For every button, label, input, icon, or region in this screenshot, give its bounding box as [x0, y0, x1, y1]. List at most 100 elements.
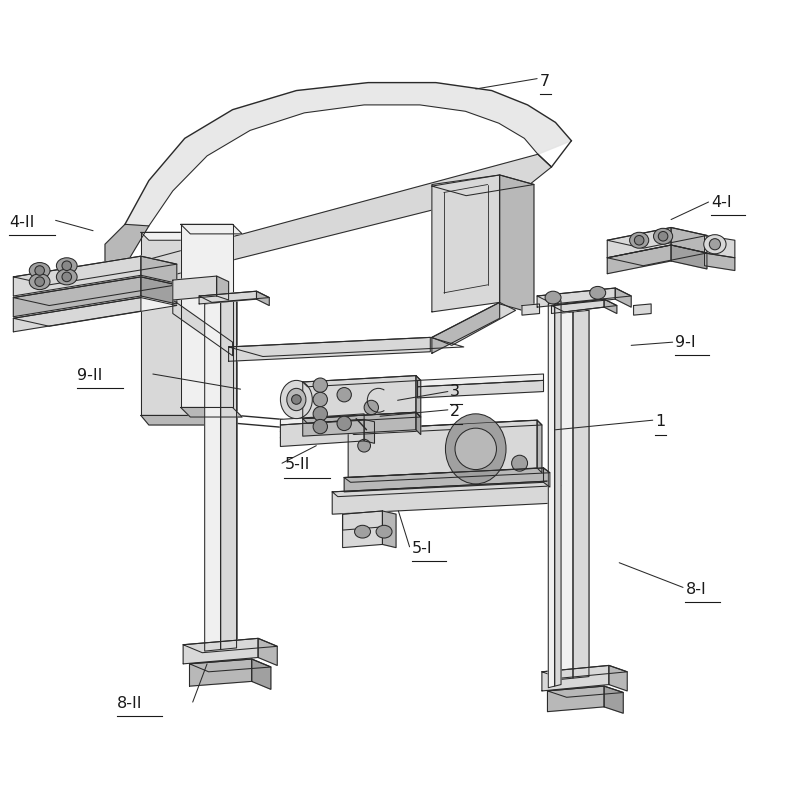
Polygon shape — [609, 666, 627, 691]
Polygon shape — [543, 468, 550, 487]
Polygon shape — [615, 288, 631, 307]
Circle shape — [62, 272, 71, 282]
Polygon shape — [342, 511, 382, 530]
Polygon shape — [173, 300, 233, 356]
Polygon shape — [557, 312, 573, 680]
Polygon shape — [382, 511, 396, 547]
Polygon shape — [14, 277, 177, 305]
Text: 4-I: 4-I — [711, 194, 731, 209]
Polygon shape — [302, 376, 416, 419]
Circle shape — [364, 400, 378, 415]
Polygon shape — [14, 256, 141, 296]
Polygon shape — [302, 376, 421, 387]
Text: 3: 3 — [450, 384, 460, 399]
Circle shape — [291, 395, 301, 404]
Circle shape — [313, 378, 327, 392]
Polygon shape — [537, 420, 542, 473]
Polygon shape — [607, 245, 707, 266]
Polygon shape — [607, 228, 671, 258]
Circle shape — [455, 428, 497, 470]
Polygon shape — [141, 233, 225, 240]
Polygon shape — [190, 659, 252, 686]
Polygon shape — [634, 304, 651, 315]
Ellipse shape — [704, 235, 726, 254]
Polygon shape — [364, 419, 374, 443]
Polygon shape — [332, 481, 561, 497]
Polygon shape — [537, 288, 615, 307]
Polygon shape — [332, 481, 555, 514]
Ellipse shape — [376, 525, 392, 538]
Circle shape — [337, 388, 351, 402]
Text: 9-I: 9-I — [675, 335, 696, 350]
Polygon shape — [14, 256, 177, 285]
Circle shape — [313, 392, 327, 407]
Polygon shape — [573, 310, 589, 678]
Ellipse shape — [590, 286, 606, 299]
Polygon shape — [547, 686, 623, 698]
Polygon shape — [141, 233, 217, 415]
Circle shape — [313, 407, 327, 421]
Polygon shape — [183, 638, 278, 653]
Text: 2: 2 — [450, 404, 460, 419]
Polygon shape — [229, 337, 464, 356]
Text: 1: 1 — [655, 415, 666, 429]
Polygon shape — [342, 511, 382, 547]
Polygon shape — [671, 228, 707, 253]
Polygon shape — [181, 407, 242, 417]
Polygon shape — [14, 297, 177, 326]
Polygon shape — [302, 412, 421, 423]
Circle shape — [313, 419, 327, 434]
Circle shape — [658, 232, 668, 241]
Text: 7: 7 — [539, 74, 550, 89]
Text: 9-II: 9-II — [77, 368, 102, 383]
Polygon shape — [252, 659, 271, 690]
Ellipse shape — [545, 291, 561, 304]
Polygon shape — [604, 686, 623, 714]
Circle shape — [358, 439, 370, 452]
Polygon shape — [418, 374, 543, 387]
Polygon shape — [604, 299, 617, 313]
Polygon shape — [348, 420, 537, 478]
Polygon shape — [14, 297, 141, 332]
Polygon shape — [173, 276, 217, 300]
Polygon shape — [217, 276, 229, 300]
Circle shape — [512, 455, 527, 471]
Polygon shape — [551, 299, 604, 313]
Text: 8-I: 8-I — [686, 582, 706, 597]
Polygon shape — [547, 686, 604, 712]
Polygon shape — [416, 412, 421, 435]
Polygon shape — [416, 376, 421, 417]
Ellipse shape — [286, 388, 306, 411]
Polygon shape — [432, 175, 534, 196]
Polygon shape — [281, 419, 364, 447]
Polygon shape — [221, 300, 237, 650]
Polygon shape — [105, 154, 551, 288]
Polygon shape — [542, 666, 627, 678]
Circle shape — [35, 266, 45, 276]
Polygon shape — [671, 245, 707, 269]
Polygon shape — [607, 245, 671, 274]
Polygon shape — [199, 291, 270, 302]
Polygon shape — [344, 468, 550, 483]
Polygon shape — [14, 277, 141, 316]
Circle shape — [634, 236, 644, 245]
Polygon shape — [205, 302, 221, 651]
Polygon shape — [258, 638, 278, 666]
Polygon shape — [554, 300, 561, 686]
Polygon shape — [607, 228, 707, 248]
Text: 5-I: 5-I — [412, 541, 433, 556]
Polygon shape — [181, 225, 233, 407]
Ellipse shape — [354, 525, 370, 538]
Polygon shape — [432, 302, 500, 353]
Ellipse shape — [281, 380, 312, 419]
Polygon shape — [344, 468, 543, 492]
Text: 8-II: 8-II — [117, 696, 142, 711]
Polygon shape — [257, 291, 270, 305]
Ellipse shape — [654, 229, 673, 244]
Polygon shape — [302, 412, 416, 436]
Ellipse shape — [30, 274, 50, 289]
Polygon shape — [432, 302, 515, 345]
Ellipse shape — [56, 269, 77, 285]
Circle shape — [35, 277, 45, 286]
Ellipse shape — [30, 263, 50, 279]
